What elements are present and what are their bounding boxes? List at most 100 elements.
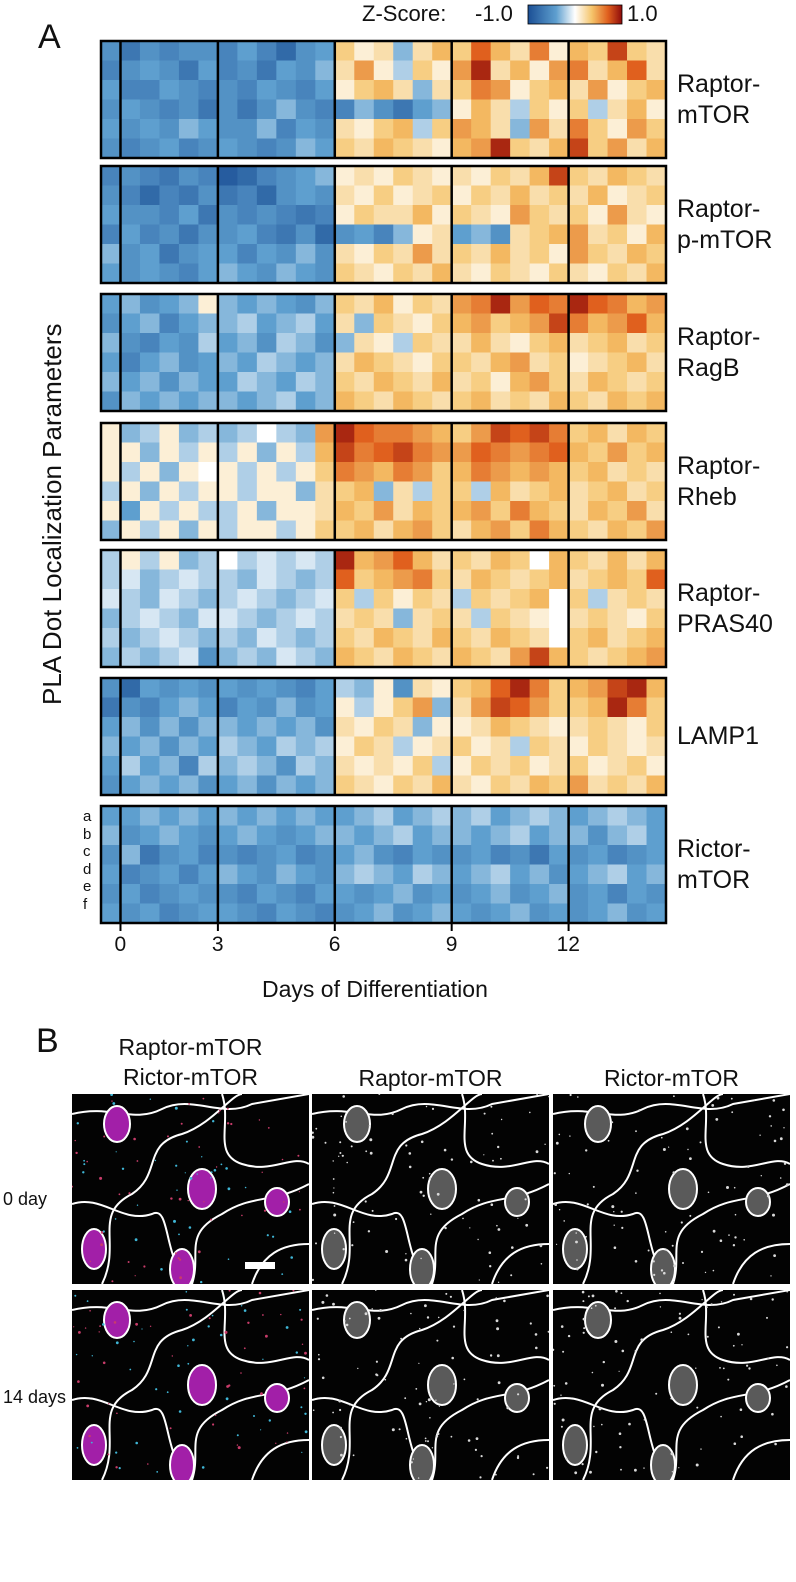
heatmap-cell <box>432 391 453 412</box>
pla-dot <box>678 1312 681 1315</box>
heatmap-cell <box>295 166 316 186</box>
pla-dot <box>185 1308 188 1311</box>
pla-dot <box>478 1279 480 1281</box>
col-title-merge-line1: Raptor-mTOR <box>118 1034 263 1060</box>
heatmap-cell <box>490 138 511 159</box>
heatmap-cell <box>334 391 355 412</box>
pla-dot <box>301 1451 303 1453</box>
heatmap-cell <box>529 166 550 186</box>
heatmap-cell <box>568 80 589 100</box>
heatmap-cell <box>178 185 199 206</box>
pla-dot <box>740 1435 743 1438</box>
heatmap-cell <box>393 60 414 81</box>
heatmap-cell <box>139 333 160 353</box>
pla-dot <box>553 1172 556 1175</box>
heatmap-cell <box>490 313 511 334</box>
heatmap-cell <box>256 806 277 826</box>
pla-dot <box>696 1406 699 1409</box>
pla-dot <box>619 1446 622 1449</box>
pla-dot <box>371 1308 373 1310</box>
heatmap-cell <box>334 825 355 846</box>
heatmap-cell <box>217 806 238 826</box>
pla-dot <box>227 1187 231 1191</box>
heatmap-cell <box>159 825 180 846</box>
heatmap-cell <box>354 462 375 482</box>
pla-dot <box>75 1151 78 1155</box>
heatmap-cell <box>237 569 258 590</box>
heatmap-cell <box>627 845 647 865</box>
heatmap-cell <box>139 119 160 139</box>
heatmap-cell <box>490 736 511 757</box>
heatmap-cell <box>217 333 238 353</box>
heatmap-cell <box>373 294 394 314</box>
pla-dot <box>285 1326 289 1329</box>
heatmap-cell <box>646 462 667 482</box>
heatmap-cell <box>101 372 121 392</box>
heatmap-cell <box>412 462 433 482</box>
pla-dot <box>587 1295 590 1298</box>
heatmap-cell <box>139 845 160 865</box>
heatmap-cell <box>451 244 472 264</box>
pla-dot <box>480 1455 483 1458</box>
heatmap-cell <box>510 166 531 186</box>
heatmap-cell <box>588 294 608 314</box>
heatmap-cell <box>101 775 121 796</box>
pla-dot <box>280 1313 282 1316</box>
heatmap-cell <box>256 60 277 81</box>
pla-dot <box>412 1458 414 1460</box>
pla-dot <box>210 1177 212 1179</box>
heatmap-cell <box>120 80 141 100</box>
row-title-14-days: 14 days <box>3 1387 67 1407</box>
pla-dot <box>224 1330 228 1334</box>
pla-dot <box>782 1108 785 1112</box>
heatmap-cell <box>627 756 647 776</box>
pla-dot <box>706 1335 709 1338</box>
heatmap-cell <box>529 138 550 159</box>
heatmap-cell <box>217 99 238 120</box>
heatmap-cell <box>217 166 238 186</box>
pla-dot <box>333 1213 337 1217</box>
pla-dot <box>346 1161 348 1164</box>
heatmap-cell <box>646 244 667 264</box>
heatmap-block-frame <box>99 421 668 542</box>
pla-dot <box>262 1358 264 1360</box>
heatmap-cell <box>334 372 355 392</box>
heatmap-cell <box>432 628 453 648</box>
heatmap-cell <box>237 647 258 668</box>
heatmap-cell <box>237 845 258 865</box>
heatmap-cell <box>334 80 355 100</box>
heatmap-cell <box>627 224 647 245</box>
pla-dot <box>187 1362 190 1365</box>
heatmap-cell <box>451 520 472 541</box>
heatmap-cell <box>549 60 569 81</box>
pla-dot <box>321 1376 325 1380</box>
pla-dot <box>719 1239 723 1242</box>
pla-dot <box>659 1306 662 1308</box>
heatmap-cell <box>549 391 569 412</box>
cell-outline <box>341 1094 483 1284</box>
x-axis-label: Days of Differentiation <box>262 976 488 1002</box>
pla-dot <box>215 1166 218 1168</box>
heatmap-cell <box>412 481 433 502</box>
pla-dot <box>786 1290 788 1293</box>
pla-dot <box>535 1150 539 1154</box>
heatmap-cell <box>568 589 589 609</box>
cell-outline <box>582 1290 724 1480</box>
heatmap-cell <box>354 697 375 718</box>
pla-dot <box>419 1190 423 1194</box>
heatmap-cell <box>315 391 336 412</box>
heatmap-cell <box>607 736 628 757</box>
heatmap-cell <box>607 224 628 245</box>
heatmap-cell <box>159 569 180 590</box>
heatmap-cell <box>607 205 628 225</box>
heatmap-cell <box>139 864 160 885</box>
pla-dot <box>746 1165 750 1168</box>
heatmap-cell <box>101 442 121 463</box>
heatmap-cell <box>101 185 121 206</box>
heatmap-cell <box>120 608 141 629</box>
heatmap-cell <box>607 391 628 412</box>
heatmap-cell <box>198 825 219 846</box>
pla-dot <box>689 1157 692 1160</box>
nucleus-outline <box>321 1228 347 1270</box>
heatmap-cell <box>568 119 589 139</box>
